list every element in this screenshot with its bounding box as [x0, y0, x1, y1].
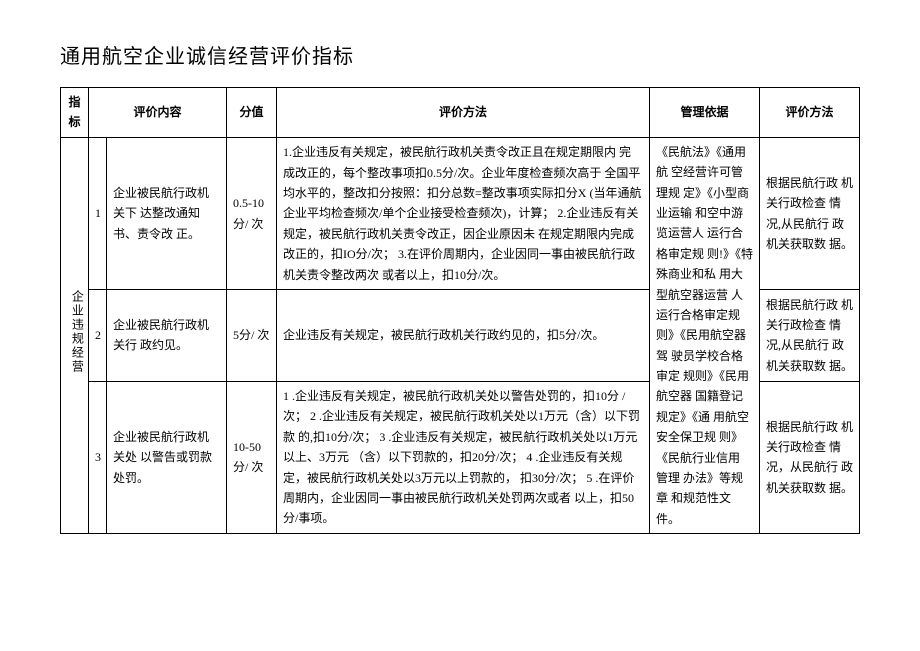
row-method2: 根据民航行政 机关行政检查 情况,从民航行 政机关获取数 据。 [760, 290, 860, 381]
evaluation-table: 指标 评价内容 分值 评价方法 管理依据 评价方法 企业违规经营 1 企业被民航… [60, 87, 860, 534]
row-method: 企业违反有关规定，被民航行政机关行政约见的，扣5分/次。 [277, 290, 650, 381]
row-content: 企业被民航行政机关下 达整改通知书、责令改 正。 [107, 137, 227, 290]
row-method: 1 .企业违反有关规定，被民航行政机关处以警告处罚的，扣10分 /次； 2 .企… [277, 381, 650, 534]
row-content: 企业被民航行政机关处 以警告或罚款处罚。 [107, 381, 227, 534]
header-method: 评价方法 [277, 88, 650, 138]
row-method2: 根据民航行政 机关行政检查 情况，从民航行 政机关获取数 据。 [760, 381, 860, 534]
table-row: 企业违规经营 1 企业被民航行政机关下 达整改通知书、责令改 正。 0.5-10… [61, 137, 860, 290]
row-num: 3 [89, 381, 107, 534]
page-title: 通用航空企业诚信经营评价指标 [60, 40, 860, 69]
row-num: 2 [89, 290, 107, 381]
row-score: 0.5-10 分/ 次 [227, 137, 277, 290]
basis-cell: 《民航法》《通用航 空经营许可管理规 定》《小型商业运输 和空中游览运营人 运行… [650, 137, 760, 533]
row-score: 10-50 分/ 次 [227, 381, 277, 534]
header-basis: 管理依据 [650, 88, 760, 138]
row-method: 1.企业违反有关规定，被民航行政机关责令改正且在规定期限内 完成改正的，每个整改… [277, 137, 650, 290]
group-label-cell: 企业违规经营 [61, 137, 89, 533]
row-content: 企业被民航行政机关行 政约见。 [107, 290, 227, 381]
header-indicator: 指标 [61, 88, 89, 138]
row-method2: 根据民航行政 机关行政检查 情况,从民航行 政机关获取数 据。 [760, 137, 860, 290]
header-method2: 评价方法 [760, 88, 860, 138]
group-label: 企业违规经营 [67, 290, 87, 374]
row-score: 5分/ 次 [227, 290, 277, 381]
header-score: 分值 [227, 88, 277, 138]
row-num: 1 [89, 137, 107, 290]
table-header-row: 指标 评价内容 分值 评价方法 管理依据 评价方法 [61, 88, 860, 138]
header-content: 评价内容 [89, 88, 227, 138]
